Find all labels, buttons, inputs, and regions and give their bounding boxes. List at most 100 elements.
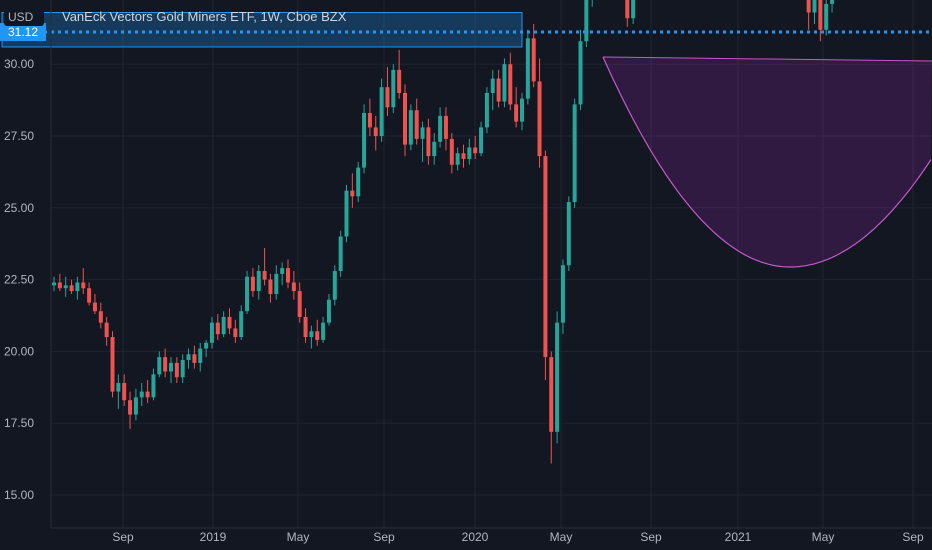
candle-body — [321, 322, 326, 340]
candle-body — [133, 397, 138, 415]
candle-body — [806, 0, 811, 13]
candle-body — [484, 92, 489, 128]
candle-body — [438, 115, 443, 142]
candle-body — [356, 167, 361, 197]
candle-body — [631, 0, 636, 19]
cup-top-edge — [602, 56, 932, 62]
candle-body — [280, 268, 285, 274]
candle-body — [584, 0, 589, 42]
price-tick-label: 30.00 — [4, 57, 34, 71]
candle-body — [543, 156, 548, 358]
time-tick-label: 2020 — [462, 530, 489, 544]
candle-body — [344, 190, 349, 237]
candle-body — [502, 64, 507, 102]
candle-body — [57, 282, 62, 289]
candle-body — [403, 92, 407, 145]
candle-body — [625, 0, 630, 19]
candle-body — [69, 285, 74, 292]
candle-body — [180, 360, 185, 378]
candle-body — [81, 282, 86, 289]
candle-body — [192, 354, 197, 363]
candle-body — [215, 322, 220, 335]
time-tick-label: Sep — [373, 530, 395, 544]
candle-body — [169, 362, 173, 372]
candle-body — [578, 41, 583, 105]
candle-body — [274, 273, 279, 294]
price-tick-label: 27.50 — [4, 129, 34, 143]
candle-body — [110, 337, 115, 392]
candle-body — [414, 110, 419, 139]
support-zone-box[interactable] — [1, 12, 523, 48]
candle-body — [830, 0, 835, 4]
candle-body — [122, 382, 127, 401]
time-axis[interactable]: Sep 2019 May Sep 2020 May Sep 2021 May Sep — [51, 527, 932, 544]
candle-body — [420, 127, 425, 139]
time-tick-label: Sep — [902, 530, 924, 544]
candle-body — [204, 342, 209, 349]
candle-body — [92, 302, 97, 312]
support-overlays[interactable]: 31.1234.42 — [0, 0, 932, 48]
candle-body — [426, 127, 431, 157]
candle-body — [391, 69, 396, 108]
candle-body — [174, 362, 179, 378]
candle-body — [256, 270, 261, 292]
candle-body — [268, 279, 273, 294]
candle-body — [221, 316, 226, 335]
grid-lines — [51, 0, 932, 528]
candle-body — [508, 64, 513, 105]
candle-body — [467, 147, 472, 159]
cup-curve — [602, 56, 932, 268]
time-tick-label: 2019 — [200, 530, 227, 544]
candle-body — [128, 400, 133, 415]
candle-body — [572, 104, 577, 203]
time-tick-label: Sep — [640, 530, 662, 544]
support-price-badge — [0, 23, 46, 42]
candle-body — [367, 113, 372, 128]
candle-body — [262, 270, 267, 280]
candle-body — [362, 113, 367, 168]
candle-body — [449, 138, 454, 165]
candle-body — [315, 331, 320, 340]
candle-body — [227, 316, 232, 329]
candle-body — [63, 285, 68, 289]
price-axis[interactable]: 15.0017.5020.0022.5025.0027.5030.0032.50… — [4, 0, 52, 528]
candle-body — [87, 288, 92, 303]
candle-body — [461, 153, 466, 159]
candle-body — [373, 127, 378, 136]
candle-body — [818, 0, 823, 30]
candle-body — [560, 265, 565, 323]
price-tick-label: 20.00 — [4, 344, 34, 358]
support-price-text: 31.12 — [8, 25, 38, 39]
price-tick-label: 15.00 — [4, 488, 34, 502]
cup-pattern-drawing[interactable] — [602, 56, 932, 268]
candle-body — [303, 316, 308, 338]
time-tick-label: May — [287, 530, 310, 544]
candle-body — [198, 348, 203, 363]
currency-label: USD — [4, 6, 44, 26]
candle-body — [537, 81, 542, 157]
candle-body — [239, 311, 244, 338]
candle-body — [385, 87, 390, 108]
candle-body — [350, 190, 355, 197]
candle-body — [163, 357, 168, 372]
candle-body — [286, 268, 290, 283]
time-tick-label: May — [812, 530, 835, 544]
candle-body — [151, 374, 156, 398]
time-tick-label: 2021 — [725, 530, 752, 544]
candle-body — [496, 78, 501, 102]
candle-body — [455, 153, 460, 165]
candle-body — [233, 328, 238, 338]
time-tick-label: Sep — [112, 530, 134, 544]
currency-text: USD — [8, 10, 34, 24]
candle-body — [52, 282, 56, 286]
candle-body — [432, 141, 437, 157]
candlestick-series — [52, 0, 835, 464]
candle-body — [139, 391, 144, 398]
candle-body — [209, 322, 214, 343]
price-tick-label: 17.50 — [4, 416, 34, 430]
candle-body — [479, 127, 484, 154]
candle-body — [473, 147, 478, 154]
candle-body — [338, 236, 343, 271]
candle-body — [379, 87, 384, 136]
